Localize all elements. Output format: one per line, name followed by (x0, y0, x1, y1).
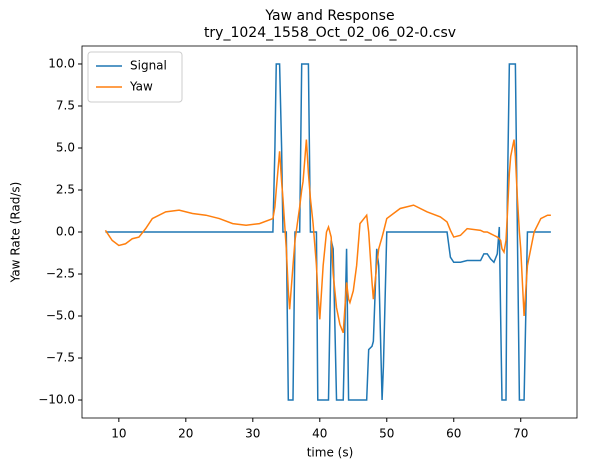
x-tick-label: 60 (446, 427, 461, 441)
line-series (104, 139, 551, 334)
y-tick-label: −5.0 (46, 309, 75, 323)
y-tick-label: −10.0 (38, 393, 75, 407)
chart-title: try_1024_1558_Oct_02_06_02-0.csv (204, 25, 456, 41)
x-axis-label: time (s) (307, 446, 354, 460)
y-tick-label: −2.5 (46, 267, 75, 281)
chart-title: Yaw and Response (264, 8, 394, 24)
y-tick-label: 2.5 (56, 182, 75, 196)
legend-label: Signal (130, 59, 167, 73)
x-tick-label: 20 (178, 427, 193, 441)
x-tick-label: 70 (513, 427, 528, 441)
x-tick-label: 50 (379, 427, 394, 441)
y-tick-label: −7.5 (46, 351, 75, 365)
legend-box (87, 51, 183, 103)
y-tick-label: 10.0 (48, 56, 75, 70)
x-tick-label: 30 (245, 427, 260, 441)
plot-frame (81, 45, 578, 419)
y-tick-label: 5.0 (56, 140, 75, 154)
x-tick-label: 40 (312, 427, 327, 441)
y-tick-label: 7.5 (56, 98, 75, 112)
legend-label: Yaw (129, 80, 153, 94)
line-series (105, 63, 551, 401)
y-tick-label: 0.0 (56, 225, 75, 239)
x-tick-label: 10 (111, 427, 126, 441)
y-axis-label: Yaw Rate (Rad/s) (9, 182, 23, 284)
